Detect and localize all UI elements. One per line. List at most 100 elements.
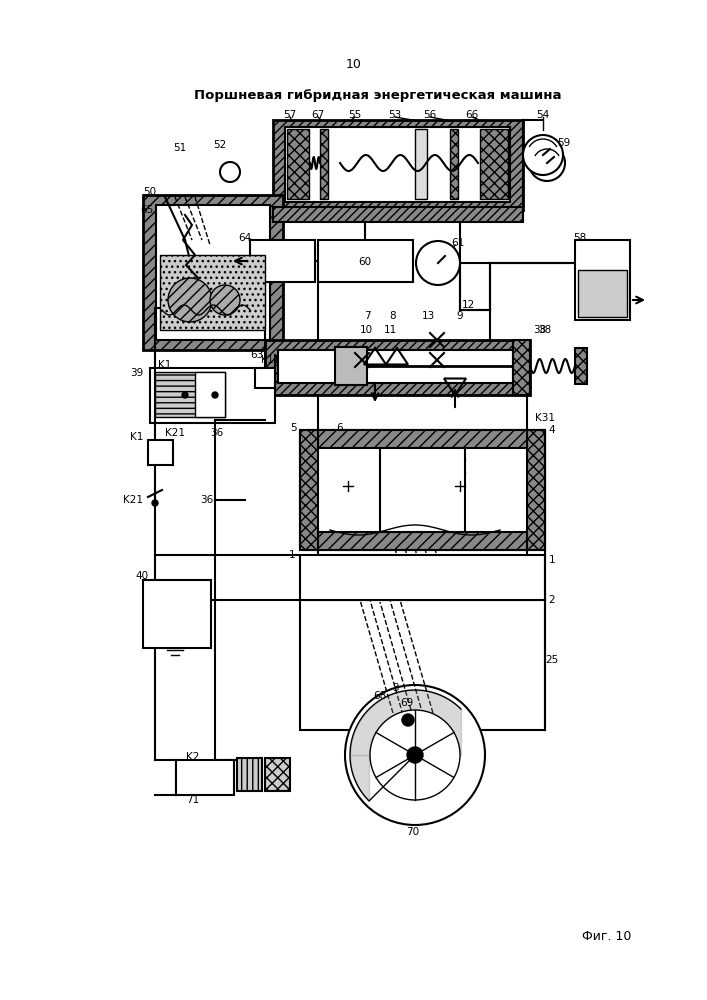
Text: 71: 71 — [187, 795, 199, 805]
Bar — [255, 368, 275, 388]
Text: 38: 38 — [538, 325, 551, 335]
Bar — [143, 195, 283, 350]
Text: K2: K2 — [187, 752, 199, 762]
Bar — [300, 600, 545, 730]
Text: Фиг. 10: Фиг. 10 — [583, 930, 631, 942]
Bar — [195, 372, 225, 417]
Circle shape — [416, 241, 460, 285]
Text: K21: K21 — [165, 428, 185, 438]
Text: 9: 9 — [457, 311, 463, 321]
Bar — [575, 240, 630, 320]
Bar — [318, 240, 413, 282]
Bar — [335, 347, 367, 385]
Text: 3: 3 — [392, 683, 398, 693]
Bar — [273, 120, 523, 210]
Bar — [265, 340, 530, 395]
Circle shape — [220, 162, 240, 182]
Bar — [527, 430, 545, 550]
Text: 2: 2 — [549, 595, 555, 605]
Bar — [300, 555, 545, 600]
Text: 25: 25 — [545, 655, 559, 665]
Text: 57: 57 — [284, 110, 297, 120]
Bar — [320, 129, 328, 199]
Text: 1: 1 — [288, 550, 295, 560]
Text: 38: 38 — [533, 325, 547, 335]
Circle shape — [168, 278, 212, 322]
Text: K11: K11 — [261, 355, 279, 365]
Bar — [578, 270, 627, 317]
Text: 52: 52 — [214, 140, 227, 150]
Text: 56: 56 — [423, 110, 437, 120]
Bar — [380, 448, 465, 532]
Text: 39: 39 — [130, 368, 143, 378]
Bar — [318, 430, 527, 448]
Text: 36: 36 — [211, 428, 223, 438]
Text: 1: 1 — [549, 555, 555, 565]
Text: 36: 36 — [200, 495, 214, 505]
Text: K1: K1 — [129, 432, 143, 442]
Text: 50: 50 — [144, 187, 156, 197]
Bar — [273, 207, 523, 222]
Bar — [575, 348, 587, 384]
Text: 6: 6 — [337, 423, 344, 433]
Text: 4: 4 — [549, 425, 555, 435]
Text: 53: 53 — [388, 110, 402, 120]
Circle shape — [523, 135, 563, 175]
Bar — [287, 129, 309, 199]
Text: K21: K21 — [123, 495, 143, 505]
Text: 59: 59 — [557, 138, 571, 148]
Bar — [300, 430, 545, 550]
Bar — [265, 758, 290, 791]
Circle shape — [210, 285, 240, 315]
Text: 60: 60 — [358, 257, 372, 267]
Text: 12: 12 — [462, 300, 474, 310]
Bar — [155, 372, 225, 417]
Bar — [250, 240, 315, 282]
Text: 11: 11 — [383, 325, 397, 335]
Text: 66: 66 — [465, 110, 479, 120]
Text: 58: 58 — [573, 233, 587, 243]
Bar — [150, 368, 275, 423]
Text: 7: 7 — [363, 311, 370, 321]
Circle shape — [212, 392, 218, 398]
Text: 10: 10 — [346, 58, 362, 72]
Bar — [156, 205, 270, 340]
Text: 5: 5 — [291, 423, 297, 433]
Text: 40: 40 — [136, 571, 148, 581]
Text: Поршневая гибридная энергетическая машина: Поршневая гибридная энергетическая машин… — [194, 89, 562, 102]
Bar — [480, 129, 508, 199]
Text: 68: 68 — [373, 691, 387, 701]
Circle shape — [529, 145, 565, 181]
Bar — [143, 580, 211, 648]
Bar — [318, 532, 527, 550]
Bar — [237, 758, 262, 791]
Text: K31: K31 — [535, 413, 555, 423]
Text: 63: 63 — [250, 350, 264, 360]
Text: 54: 54 — [537, 110, 549, 120]
Circle shape — [407, 747, 423, 763]
Bar — [278, 350, 513, 383]
Text: 69: 69 — [400, 698, 414, 708]
Circle shape — [152, 500, 158, 506]
Bar — [450, 129, 458, 199]
Text: 13: 13 — [421, 311, 435, 321]
Text: 8: 8 — [390, 311, 397, 321]
Text: 70: 70 — [407, 827, 419, 837]
Text: 67: 67 — [311, 110, 325, 120]
Text: 61: 61 — [451, 238, 464, 248]
Text: 10: 10 — [359, 325, 373, 335]
Bar — [160, 255, 265, 330]
Bar — [513, 340, 530, 395]
Bar — [415, 129, 427, 199]
Circle shape — [345, 685, 485, 825]
Circle shape — [182, 392, 188, 398]
Bar — [300, 430, 318, 550]
Text: K1: K1 — [158, 360, 172, 370]
Circle shape — [402, 714, 414, 726]
Text: 65: 65 — [141, 205, 153, 215]
Text: 51: 51 — [173, 143, 187, 153]
Circle shape — [370, 710, 460, 800]
Text: 64: 64 — [238, 233, 252, 243]
Text: 55: 55 — [349, 110, 361, 120]
Bar — [176, 760, 234, 795]
